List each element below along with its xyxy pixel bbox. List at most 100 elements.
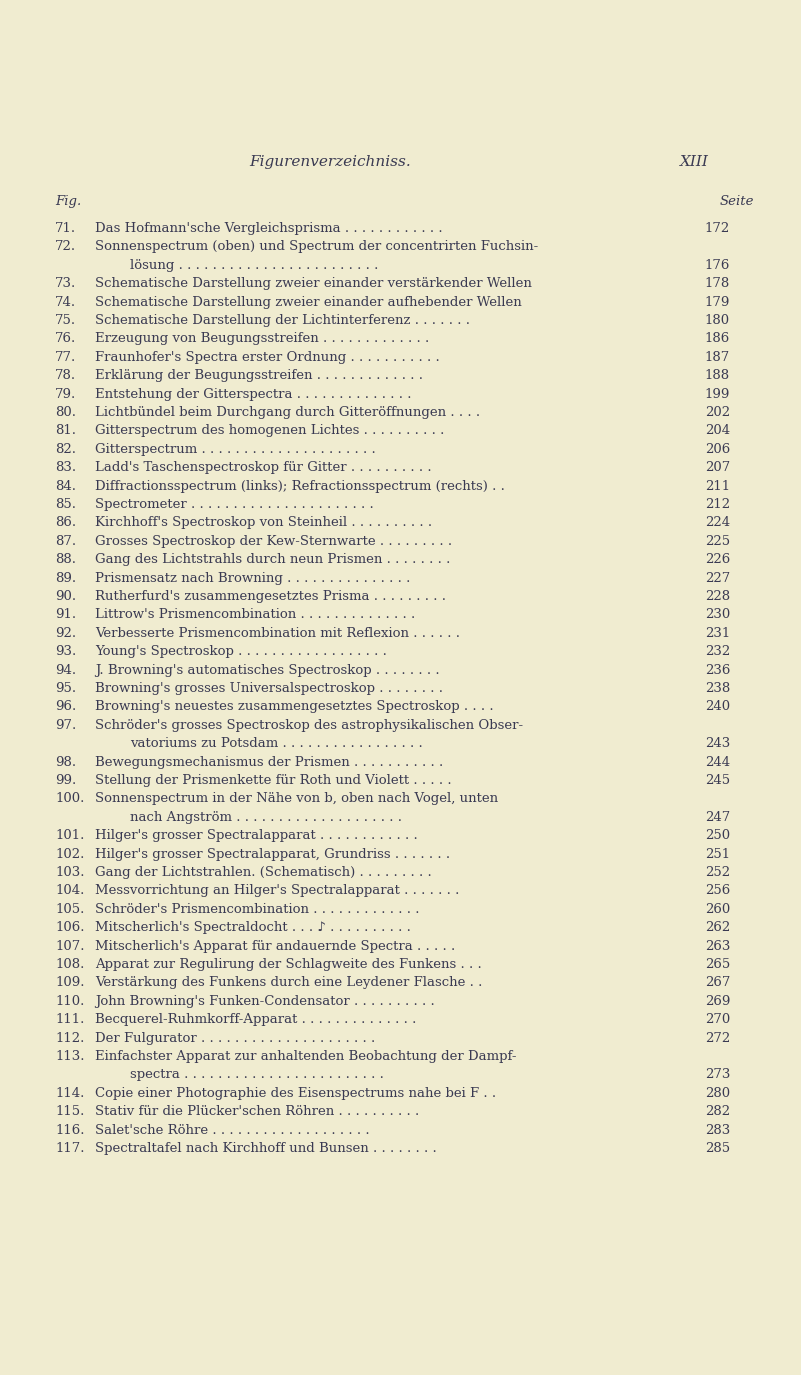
Text: 256: 256 — [705, 884, 730, 898]
Text: Browning's grosses Universalspectroskop . . . . . . . .: Browning's grosses Universalspectroskop … — [95, 682, 443, 694]
Text: 117.: 117. — [55, 1143, 84, 1155]
Text: 82.: 82. — [55, 443, 76, 455]
Text: 80.: 80. — [55, 406, 76, 419]
Text: 87.: 87. — [55, 535, 76, 547]
Text: 77.: 77. — [55, 351, 76, 364]
Text: Grosses Spectroskop der Kew-Sternwarte . . . . . . . . .: Grosses Spectroskop der Kew-Sternwarte .… — [95, 535, 452, 547]
Text: Verstärkung des Funkens durch eine Leydener Flasche . .: Verstärkung des Funkens durch eine Leyde… — [95, 976, 482, 990]
Text: 285: 285 — [705, 1143, 730, 1155]
Text: Copie einer Photographie des Eisenspectrums nahe bei F . .: Copie einer Photographie des Eisenspectr… — [95, 1086, 496, 1100]
Text: 114.: 114. — [55, 1086, 84, 1100]
Text: 231: 231 — [705, 627, 730, 639]
Text: 85.: 85. — [55, 498, 76, 512]
Text: 272: 272 — [705, 1031, 730, 1045]
Text: 270: 270 — [705, 1013, 730, 1026]
Text: 178: 178 — [705, 278, 730, 290]
Text: 227: 227 — [705, 572, 730, 584]
Text: 179: 179 — [705, 296, 730, 308]
Text: 250: 250 — [705, 829, 730, 843]
Text: 260: 260 — [705, 903, 730, 916]
Text: Fraunhofer's Spectra erster Ordnung . . . . . . . . . . .: Fraunhofer's Spectra erster Ordnung . . … — [95, 351, 440, 364]
Text: Fig.: Fig. — [55, 195, 81, 208]
Text: Rutherfurd's zusammengesetztes Prisma . . . . . . . . .: Rutherfurd's zusammengesetztes Prisma . … — [95, 590, 446, 604]
Text: Ladd's Taschenspectroskop für Gitter . . . . . . . . . .: Ladd's Taschenspectroskop für Gitter . .… — [95, 461, 432, 474]
Text: 74.: 74. — [55, 296, 76, 308]
Text: 73.: 73. — [55, 278, 76, 290]
Text: 88.: 88. — [55, 553, 76, 566]
Text: Stativ für die Plücker'schen Röhren . . . . . . . . . .: Stativ für die Plücker'schen Röhren . . … — [95, 1106, 419, 1118]
Text: Littrow's Prismencombination . . . . . . . . . . . . . .: Littrow's Prismencombination . . . . . .… — [95, 608, 415, 622]
Text: Schematische Darstellung der Lichtinterferenz . . . . . . .: Schematische Darstellung der Lichtinterf… — [95, 314, 470, 327]
Text: 224: 224 — [705, 517, 730, 529]
Text: 212: 212 — [705, 498, 730, 512]
Text: Schematische Darstellung zweier einander aufhebender Wellen: Schematische Darstellung zweier einander… — [95, 296, 521, 308]
Text: 89.: 89. — [55, 572, 76, 584]
Text: Schematische Darstellung zweier einander verstärkender Wellen: Schematische Darstellung zweier einander… — [95, 278, 532, 290]
Text: Gitterspectrum des homogenen Lichtes . . . . . . . . . .: Gitterspectrum des homogenen Lichtes . .… — [95, 425, 445, 437]
Text: 96.: 96. — [55, 700, 76, 714]
Text: Young's Spectroskop . . . . . . . . . . . . . . . . . .: Young's Spectroskop . . . . . . . . . . … — [95, 645, 387, 659]
Text: 243: 243 — [705, 737, 730, 751]
Text: 103.: 103. — [55, 866, 84, 879]
Text: 104.: 104. — [55, 884, 84, 898]
Text: Erzeugung von Beugungsstreifen . . . . . . . . . . . . .: Erzeugung von Beugungsstreifen . . . . .… — [95, 333, 429, 345]
Text: 86.: 86. — [55, 517, 76, 529]
Text: 112.: 112. — [55, 1031, 84, 1045]
Text: 187: 187 — [705, 351, 730, 364]
Text: 211: 211 — [705, 480, 730, 492]
Text: 280: 280 — [705, 1086, 730, 1100]
Text: Spectrometer . . . . . . . . . . . . . . . . . . . . . .: Spectrometer . . . . . . . . . . . . . .… — [95, 498, 374, 512]
Text: Messvorrichtung an Hilger's Spectralapparat . . . . . . .: Messvorrichtung an Hilger's Spectralappa… — [95, 884, 460, 898]
Text: 101.: 101. — [55, 829, 84, 843]
Text: Figurenverzeichniss.: Figurenverzeichniss. — [249, 155, 411, 169]
Text: Einfachster Apparat zur anhaltenden Beobachtung der Dampf-: Einfachster Apparat zur anhaltenden Beob… — [95, 1050, 517, 1063]
Text: 176: 176 — [705, 258, 730, 272]
Text: 95.: 95. — [55, 682, 76, 694]
Text: 244: 244 — [705, 756, 730, 769]
Text: 94.: 94. — [55, 664, 76, 676]
Text: 180: 180 — [705, 314, 730, 327]
Text: 245: 245 — [705, 774, 730, 786]
Text: 226: 226 — [705, 553, 730, 566]
Text: 225: 225 — [705, 535, 730, 547]
Text: 111.: 111. — [55, 1013, 84, 1026]
Text: 98.: 98. — [55, 756, 76, 769]
Text: Lichtbündel beim Durchgang durch Gitteröffnungen . . . .: Lichtbündel beim Durchgang durch Gitterö… — [95, 406, 480, 419]
Text: 84.: 84. — [55, 480, 76, 492]
Text: 71.: 71. — [55, 221, 76, 235]
Text: 282: 282 — [705, 1106, 730, 1118]
Text: 83.: 83. — [55, 461, 76, 474]
Text: Verbesserte Prismencombination mit Reflexion . . . . . .: Verbesserte Prismencombination mit Refle… — [95, 627, 460, 639]
Text: 106.: 106. — [55, 921, 84, 934]
Text: 267: 267 — [705, 976, 730, 990]
Text: 262: 262 — [705, 921, 730, 934]
Text: 91.: 91. — [55, 608, 76, 622]
Text: Salet'sche Röhre . . . . . . . . . . . . . . . . . . .: Salet'sche Röhre . . . . . . . . . . . .… — [95, 1123, 369, 1137]
Text: 199: 199 — [705, 388, 730, 400]
Text: 90.: 90. — [55, 590, 76, 604]
Text: 76.: 76. — [55, 333, 76, 345]
Text: Apparat zur Regulirung der Schlagweite des Funkens . . .: Apparat zur Regulirung der Schlagweite d… — [95, 958, 481, 971]
Text: 251: 251 — [705, 847, 730, 861]
Text: Sonnenspectrum (oben) und Spectrum der concentrirten Fuchsin-: Sonnenspectrum (oben) und Spectrum der c… — [95, 241, 538, 253]
Text: 78.: 78. — [55, 370, 76, 382]
Text: vatoriums zu Potsdam . . . . . . . . . . . . . . . . .: vatoriums zu Potsdam . . . . . . . . . .… — [130, 737, 423, 751]
Text: 116.: 116. — [55, 1123, 84, 1137]
Text: 107.: 107. — [55, 939, 84, 953]
Text: Erklärung der Beugungsstreifen . . . . . . . . . . . . .: Erklärung der Beugungsstreifen . . . . .… — [95, 370, 423, 382]
Text: Schröder's grosses Spectroskop des astrophysikalischen Obser-: Schröder's grosses Spectroskop des astro… — [95, 719, 523, 732]
Text: Kirchhoff's Spectroskop von Steinheil . . . . . . . . . .: Kirchhoff's Spectroskop von Steinheil . … — [95, 517, 432, 529]
Text: 81.: 81. — [55, 425, 76, 437]
Text: 207: 207 — [705, 461, 730, 474]
Text: Entstehung der Gitterspectra . . . . . . . . . . . . . .: Entstehung der Gitterspectra . . . . . .… — [95, 388, 412, 400]
Text: 283: 283 — [705, 1123, 730, 1137]
Text: Hilger's grosser Spectralapparat . . . . . . . . . . . .: Hilger's grosser Spectralapparat . . . .… — [95, 829, 418, 843]
Text: Prismensatz nach Browning . . . . . . . . . . . . . . .: Prismensatz nach Browning . . . . . . . … — [95, 572, 410, 584]
Text: Der Fulgurator . . . . . . . . . . . . . . . . . . . . .: Der Fulgurator . . . . . . . . . . . . .… — [95, 1031, 375, 1045]
Text: 269: 269 — [705, 994, 730, 1008]
Text: 232: 232 — [705, 645, 730, 659]
Text: 92.: 92. — [55, 627, 76, 639]
Text: 273: 273 — [705, 1068, 730, 1081]
Text: 109.: 109. — [55, 976, 84, 990]
Text: Spectraltafel nach Kirchhoff und Bunsen . . . . . . . .: Spectraltafel nach Kirchhoff und Bunsen … — [95, 1143, 437, 1155]
